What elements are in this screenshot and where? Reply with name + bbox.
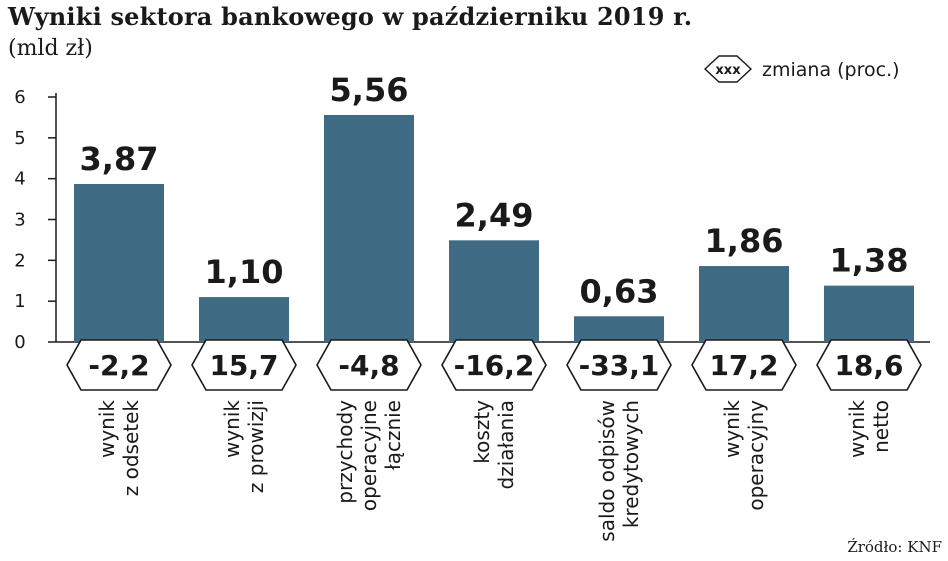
- y-tick-label: 1: [14, 291, 25, 312]
- category-label-line: koszty: [470, 400, 494, 464]
- category-label-line: netto: [869, 400, 893, 453]
- bar: [824, 285, 914, 342]
- change-badge: [66, 339, 172, 391]
- category-label-line: operacyjny: [744, 400, 768, 511]
- change-badge: [691, 339, 797, 391]
- bar: [324, 114, 414, 342]
- legend-symbol-text: xxx: [715, 63, 741, 78]
- legend-label: zmiana (proc.): [762, 59, 900, 81]
- category-label-line: z prowizji: [244, 400, 268, 493]
- legend-symbol: [703, 55, 753, 83]
- bar: [74, 183, 164, 342]
- category-label: koszty działania: [470, 400, 518, 490]
- change-badge: [316, 339, 422, 391]
- source-note: Źródło: KNF: [847, 538, 942, 556]
- category-label: wynik operacyjny: [720, 400, 768, 511]
- y-tick-label: 5: [14, 128, 25, 149]
- category-labels: wynik z odsetek wynik z prowizji przychody op…: [95, 400, 893, 542]
- category-label-line: kredytowych: [619, 400, 643, 528]
- category-label: saldo odpisów kredytowych: [595, 400, 643, 542]
- change-label: -16,2: [454, 349, 535, 382]
- change-label: 18,6: [834, 349, 903, 382]
- category-label-line: wynik: [845, 400, 869, 458]
- change-badge: [566, 339, 672, 391]
- category-label-line: wynik: [95, 400, 119, 458]
- category-label: przychody operacyjne łącznie: [333, 400, 405, 511]
- y-tick-label: 2: [14, 250, 25, 271]
- change-label: -2,2: [88, 349, 149, 382]
- bar-value-label: 1,86: [705, 222, 784, 260]
- value-labels: 3,87 1,10 5,56 2,49 0,63 1,86 1,38: [80, 71, 909, 310]
- y-tick-label: 6: [14, 87, 25, 108]
- bars: [74, 114, 914, 342]
- y-tick-label: 4: [14, 169, 25, 190]
- y-tick-label: 3: [14, 210, 25, 231]
- bar-value-label: 0,63: [580, 272, 659, 310]
- category-label-line: wynik: [220, 400, 244, 458]
- change-badges: -2,2 15,7 -4,8 -16,2 -33,1 17,2 18,6: [66, 339, 922, 391]
- category-label-line: wynik: [720, 400, 744, 458]
- change-label: -4,8: [338, 349, 399, 382]
- bar: [449, 240, 539, 342]
- legend: xxx zmiana (proc.): [703, 55, 900, 83]
- bar-value-label: 2,49: [455, 196, 534, 234]
- category-label: wynik z odsetek: [95, 400, 143, 497]
- y-tick-label: 0: [14, 332, 25, 353]
- bar-value-label: 3,87: [80, 140, 159, 178]
- category-label-line: z odsetek: [119, 400, 143, 497]
- change-badge: [816, 339, 922, 391]
- bar: [699, 266, 789, 342]
- change-badge: [191, 339, 297, 391]
- change-label: 15,7: [209, 349, 278, 382]
- category-label-line: działania: [494, 400, 518, 489]
- change-label: -33,1: [579, 349, 660, 382]
- bar: [574, 316, 664, 342]
- chart-title: Wyniki sektora bankowego w październiku …: [8, 2, 693, 31]
- category-label: wynik z prowizji: [220, 400, 268, 494]
- bar-value-label: 1,10: [205, 253, 284, 291]
- category-label-line: przychody: [333, 400, 357, 504]
- bar-value-label: 5,56: [330, 71, 409, 109]
- category-label-line: łącznie: [381, 400, 405, 470]
- change-label: 17,2: [709, 349, 778, 382]
- bar-value-label: 1,38: [830, 242, 909, 280]
- category-label: wynik netto: [845, 400, 893, 458]
- category-label-line: operacyjne: [357, 400, 381, 511]
- bar: [199, 297, 289, 342]
- category-label-line: saldo odpisów: [595, 400, 619, 542]
- chart-subtitle: (mld zł): [8, 36, 93, 61]
- change-badge: [441, 339, 547, 391]
